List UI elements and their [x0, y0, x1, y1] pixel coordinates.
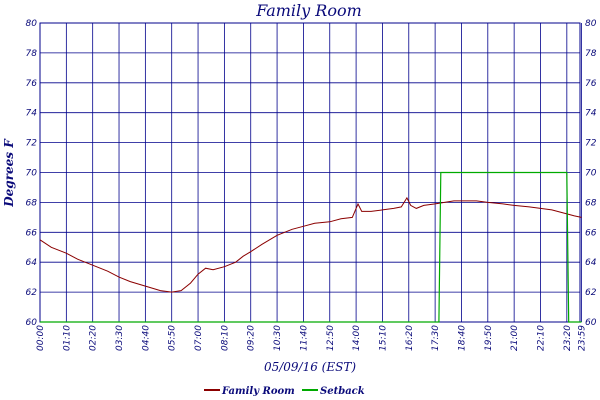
y-tick-label-right: 72 — [585, 139, 597, 149]
y-axis-label: Degrees F — [2, 138, 16, 208]
x-tick-label: 05:50 — [168, 325, 178, 351]
y-tick-label-left: 62 — [26, 288, 38, 298]
legend-label: Family Room — [221, 386, 295, 397]
x-tick-label: 18:40 — [457, 325, 467, 351]
x-tick-label: 23:20 — [563, 325, 573, 351]
series-line-setback — [40, 171, 582, 323]
x-tick-label: 11:40 — [299, 325, 309, 351]
x-tick-label: 02:20 — [89, 325, 99, 351]
x-tick-label: 09:20 — [247, 325, 257, 351]
y-tick-label-right: 62 — [585, 288, 597, 298]
x-tick-label: 00:00 — [36, 325, 46, 351]
y-tick-label-left: 80 — [26, 19, 38, 29]
y-tick-label-left: 74 — [26, 109, 38, 119]
x-tick-label: 15:10 — [378, 325, 388, 351]
legend: Family Room Setback — [204, 386, 365, 397]
x-tick-label: 08:10 — [220, 325, 230, 351]
y-tick-label-right: 60 — [585, 318, 597, 328]
y-tick-label-left: 72 — [26, 139, 38, 149]
y-tick-label-right: 64 — [585, 258, 597, 268]
y-tick-label-right: 70 — [585, 169, 597, 179]
y-axis-right: 60 62 64 66 68 70 72 74 76 78 80 — [585, 19, 597, 328]
y-tick-label-left: 76 — [26, 79, 38, 89]
x-tick-label: 07:00 — [194, 325, 204, 351]
y-tick-label-left: 60 — [26, 318, 38, 328]
y-tick-label-right: 74 — [585, 109, 597, 119]
x-tick-label: 03:30 — [115, 325, 125, 351]
x-tick-label: 04:40 — [141, 325, 151, 351]
y-tick-label-left: 78 — [26, 49, 38, 59]
x-tick-label: 23:59 — [578, 325, 588, 351]
x-tick-label: 12:50 — [326, 325, 336, 351]
y-axis-left: 60 62 64 66 68 70 72 74 76 78 80 — [26, 19, 38, 328]
x-axis: 00:00 01:10 02:20 03:30 04:40 05:50 07:00 08:10… — [36, 325, 588, 351]
x-tick-label: 10:30 — [273, 325, 283, 351]
y-tick-label-left: 70 — [26, 169, 38, 179]
legend-label: Setback — [320, 386, 365, 397]
series-layer — [39, 171, 582, 323]
x-tick-label: 17:30 — [431, 325, 441, 351]
x-tick-label: 16:20 — [405, 325, 415, 351]
x-tick-label: 14:00 — [352, 325, 362, 351]
y-tick-label-left: 68 — [26, 198, 38, 208]
y-tick-label-left: 64 — [26, 258, 38, 268]
y-tick-label-right: 80 — [585, 19, 597, 29]
y-tick-label-left: 66 — [26, 228, 38, 238]
x-tick-label: 19:50 — [484, 325, 494, 351]
chart-title: Family Room — [255, 1, 362, 20]
y-tick-label-right: 66 — [585, 228, 597, 238]
y-tick-label-right: 76 — [585, 79, 597, 89]
x-tick-label: 01:10 — [62, 325, 72, 351]
x-axis-label: 05/09/16 (EST) — [264, 360, 356, 374]
x-tick-label: 22:10 — [536, 325, 546, 351]
y-tick-label-right: 78 — [585, 49, 597, 59]
x-tick-label: 21:00 — [510, 325, 520, 351]
y-tick-label-right: 68 — [585, 198, 597, 208]
series-line-family-room — [39, 196, 582, 293]
